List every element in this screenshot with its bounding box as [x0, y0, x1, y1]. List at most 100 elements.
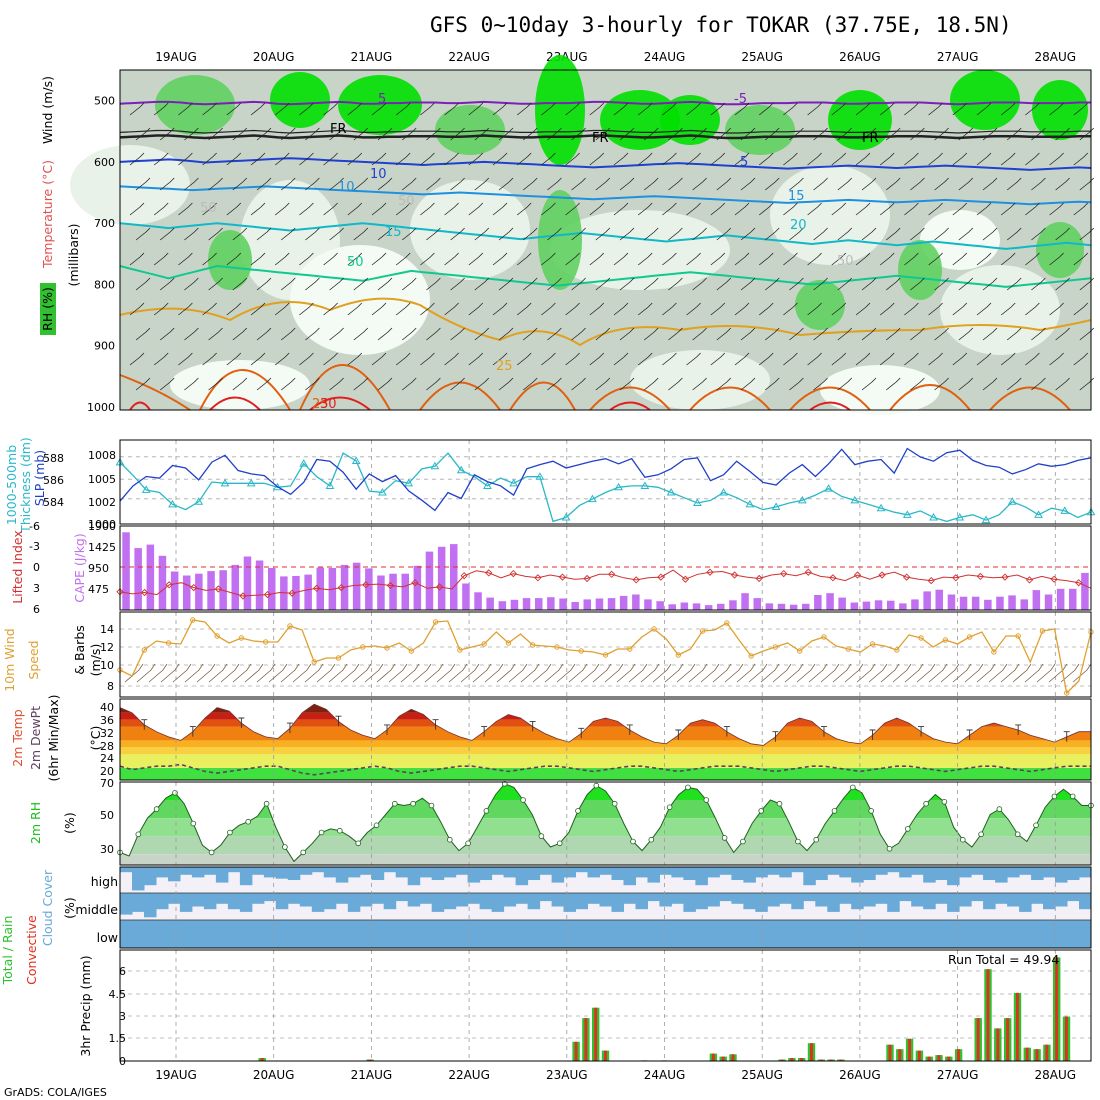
wind-10m-panel: 14 12 10 8 10m Wind Speed & Barbs (m/s)	[2, 611, 1094, 698]
wind-barb	[492, 102, 508, 116]
pressure-tick-label: 800	[94, 278, 115, 291]
wind-speed-marker	[966, 634, 973, 640]
li-tick-label: 0	[33, 561, 40, 574]
wind-barb	[783, 302, 798, 316]
temp-band	[120, 719, 1091, 727]
wind-barb	[474, 277, 490, 291]
wind-barb	[595, 377, 611, 391]
cape-bar	[802, 603, 810, 610]
wind-barb	[395, 252, 411, 266]
isotherm-line	[119, 157, 1092, 171]
wind-barb	[323, 252, 338, 266]
cape-frame	[119, 525, 1092, 611]
precip-convective-bar	[888, 1044, 892, 1061]
wind-barb	[299, 152, 314, 166]
cape-bar	[583, 599, 591, 610]
cloud-axis-label-2: (%)	[62, 897, 77, 919]
wind-barb	[910, 177, 925, 191]
wind-barb	[395, 302, 411, 316]
rh-dry-area	[820, 365, 940, 415]
rh-2m-marker	[685, 784, 691, 791]
thickness-marker	[902, 510, 912, 518]
wind-barb	[710, 302, 726, 316]
wind-barb	[498, 327, 514, 341]
cloud-low-cell	[719, 920, 732, 948]
wind-barb	[952, 202, 968, 216]
wind-barb	[595, 277, 611, 291]
cloud-low-cell	[587, 920, 600, 948]
cloud-frame	[119, 866, 1092, 949]
wind-barb	[159, 177, 175, 191]
cloud-low-cell	[791, 920, 804, 948]
rh-bands	[120, 783, 1091, 865]
wind-barb	[159, 127, 175, 141]
wind-barb	[153, 152, 169, 166]
wind-barb	[982, 327, 998, 341]
wind-barb	[904, 663, 924, 683]
wind-barb	[444, 152, 459, 166]
cape-bar	[644, 599, 652, 610]
cloud-middle-cell	[575, 893, 588, 910]
rh-2m-marker	[282, 844, 288, 850]
cloud-high-cell	[120, 867, 133, 873]
wind-barb	[716, 277, 732, 291]
cape-bar	[146, 544, 155, 610]
rh-2m-marker	[300, 849, 307, 856]
precip-frame	[119, 949, 1092, 1062]
wind-barb	[807, 152, 822, 166]
wind-barb	[305, 177, 320, 191]
wind-barb	[280, 663, 300, 683]
cloud-high-cell	[251, 867, 265, 875]
cloud-high-cell	[551, 867, 565, 883]
wind-barb	[928, 152, 943, 166]
wind-barb	[232, 327, 248, 341]
cloud-low-cell	[156, 920, 169, 948]
wind-barb	[783, 152, 798, 166]
cloud-high-cell	[407, 867, 421, 886]
cloud-level-label: low	[97, 930, 118, 945]
temp-tick-label: 36	[100, 714, 114, 727]
rh-moist-area	[208, 230, 252, 290]
cloud-high-cell	[311, 867, 325, 873]
cloud-middle-cell	[587, 893, 600, 904]
lifted-index-axis-label: Lifted Index	[10, 530, 25, 604]
temp-minmax-mark	[772, 731, 779, 742]
wind-barb	[329, 377, 344, 391]
cloud-low-cell	[347, 920, 361, 948]
cloud-low-cell	[479, 920, 493, 948]
wind-barb	[280, 377, 296, 391]
lifted-index-marker	[681, 575, 690, 583]
wind-barb	[353, 277, 369, 291]
wind-barb	[910, 377, 925, 391]
wind-barb	[855, 352, 871, 366]
cloud-low-cell	[767, 920, 780, 948]
wind-barb	[347, 102, 363, 116]
cloud-high-cell	[743, 867, 756, 883]
wind-barb	[420, 202, 435, 216]
cloud-middle-cell	[383, 893, 397, 910]
temp-tick-label: 24	[100, 752, 114, 765]
wind-barb	[808, 663, 828, 683]
cloud-high-cell	[851, 867, 864, 883]
wind-barb	[426, 227, 441, 241]
wind-barb	[1006, 127, 1022, 141]
temp-minmax-mark	[626, 724, 633, 735]
wind-barb	[353, 127, 369, 141]
wind-speed-marker	[238, 635, 245, 641]
wind-barb	[232, 663, 252, 683]
wind-barb	[952, 302, 968, 316]
cloud-high-cell	[659, 867, 672, 875]
wind-barb	[643, 127, 659, 141]
contour-label: FR	[862, 131, 879, 146]
precip-convective-bar	[1035, 1049, 1039, 1061]
bottom-date-label: 20AUG	[253, 1068, 295, 1082]
cloud-high-cell	[239, 867, 253, 886]
bottom-date-label: 21AUG	[351, 1068, 393, 1082]
wind-barb	[426, 377, 441, 391]
wind-speed-marker	[190, 617, 196, 623]
wind-barb	[686, 102, 701, 116]
wind-barb	[347, 302, 363, 316]
lifted-index-marker	[1050, 575, 1058, 583]
cloud-middle-cell	[815, 893, 828, 907]
wind-barb	[934, 327, 949, 341]
